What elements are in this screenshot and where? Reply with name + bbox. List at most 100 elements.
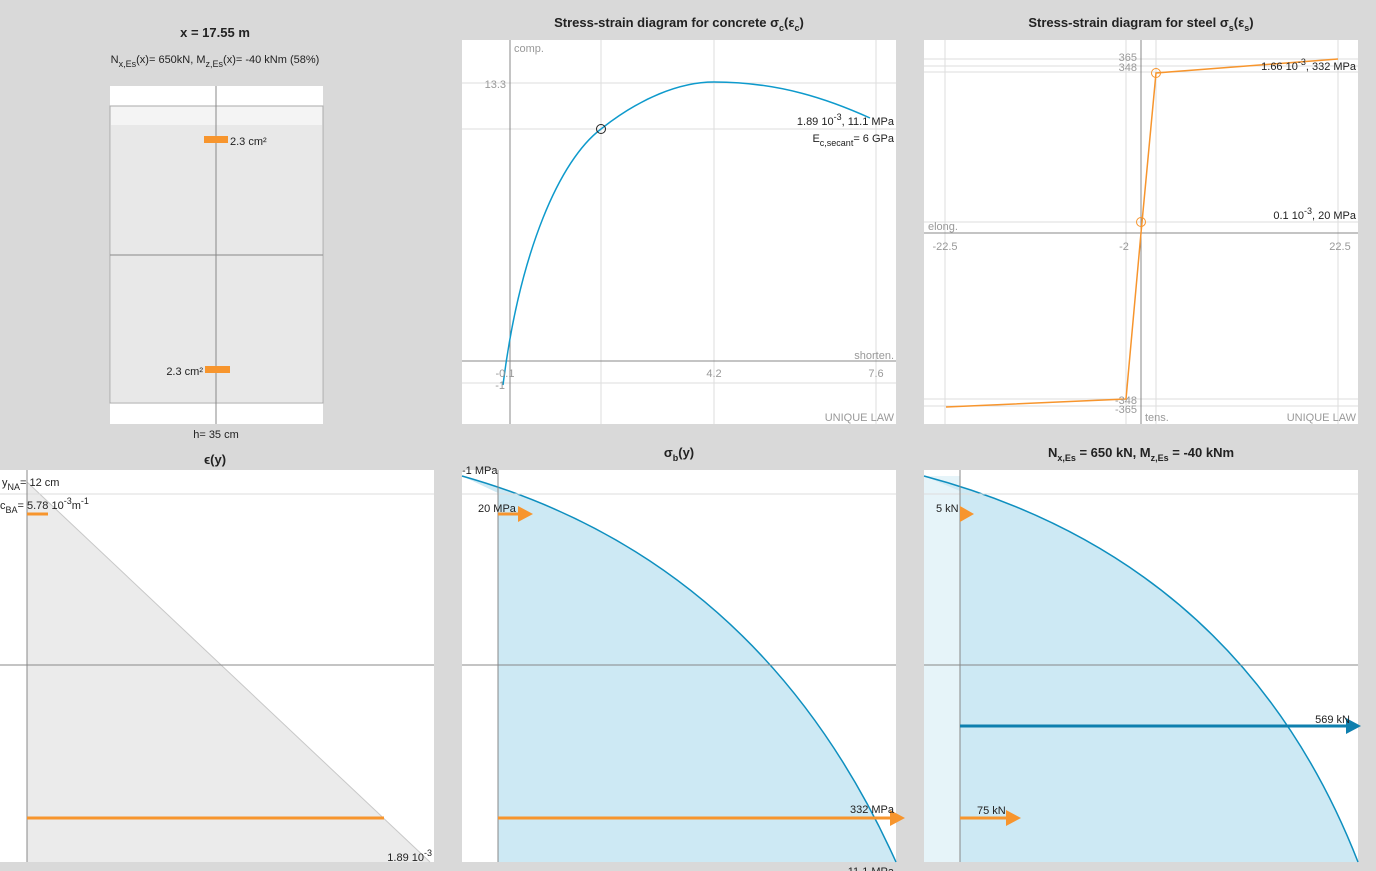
text-part: z,Es (1151, 453, 1169, 463)
law-label: UNIQUE LAW (825, 412, 895, 424)
text-part: m (72, 500, 81, 512)
text-part: (y) (678, 445, 694, 460)
text-part: b (673, 453, 679, 463)
arrow-label: 75 kN (977, 805, 1006, 817)
text-part: y (2, 477, 8, 489)
point-label: 1.89 10-3, 11.1 MPa (797, 112, 895, 128)
steel-curve (945, 58, 1339, 408)
text-part: BA (6, 505, 18, 515)
arrow-label: 5 kN (936, 503, 959, 515)
point-marker (596, 124, 606, 134)
height-label: h= 35 cm (193, 429, 239, 441)
point-label: 0.1 10-3, 20 MPa (1273, 206, 1357, 222)
text-part: -3 (64, 496, 72, 506)
text-part: , 332 MPa (1306, 61, 1357, 73)
text-part: Stress-strain diagram for steel σ (1028, 15, 1228, 30)
rebar-label: 2.3 cm² (230, 136, 267, 148)
title: Stress-strain diagram for concrete σc(εc… (554, 15, 804, 33)
rebar (205, 366, 230, 373)
text-part: NA (8, 482, 21, 492)
axis-note: comp. (514, 43, 544, 55)
text-part: = 6 GPa (853, 133, 895, 145)
axis-note: shorten. (854, 350, 894, 362)
tick-label: 22.5 (1329, 241, 1350, 253)
tick-label: 348 (1119, 62, 1137, 74)
text-part: ) (800, 15, 804, 30)
forces-label: Nx,Es(x)= 650kN, Mz,Es(x)= -40 kNm (58%) (111, 54, 320, 69)
text-part: = 12 cm (20, 477, 59, 489)
text-part: Stress-strain diagram for concrete σ (554, 15, 779, 30)
stress-area (462, 476, 896, 862)
tick-label: -348 (1115, 395, 1137, 407)
text-part: -3 (1304, 206, 1312, 216)
tick-label: 7.6 (868, 368, 883, 380)
text-part: ) (1249, 15, 1253, 30)
point-marker (1151, 68, 1161, 78)
axis-note: tens. (1145, 412, 1169, 424)
text-part: 1.66 10 (1261, 61, 1298, 73)
text-part: (x)= 650kN, M (136, 54, 205, 66)
arrow-head (890, 810, 905, 826)
tick-label: -0.1 (496, 368, 515, 380)
text-part: s (1244, 23, 1249, 33)
title: ϵ(y) (204, 452, 226, 467)
tick-label: -22.5 (932, 241, 957, 253)
strain-line (26, 481, 431, 863)
text-part: (x)= -40 kNm (58%) (223, 54, 319, 66)
text-part: , 11.1 MPa (842, 116, 895, 128)
text-part: E (812, 133, 819, 145)
stress-curve (461, 475, 897, 863)
point-label: 1.66 10-3, 332 MPa (1261, 57, 1357, 73)
arrow-label: 20 MPa (478, 503, 517, 515)
text-part: 0.1 10 (1273, 210, 1304, 222)
text-part: σ (664, 445, 673, 460)
tick-label: 13.3 (485, 79, 506, 91)
text-part: -3 (834, 112, 842, 122)
text-part: c (0, 500, 6, 512)
text-part: (ε (784, 15, 795, 30)
concrete-curve (502, 81, 871, 386)
text-part: -3 (424, 848, 432, 858)
text-part: = 650 kN, M (1076, 445, 1151, 460)
title: σb(y) (664, 445, 694, 463)
title: Nx,Es = 650 kN, Mz,Es = -40 kNm (1048, 445, 1234, 463)
arrow-head (1346, 718, 1361, 734)
curvature-label: cBA= 5.78 10-3m-1 (0, 496, 89, 515)
text-part: x,Es (119, 59, 137, 69)
stress-label: -1 MPa (462, 465, 498, 477)
text-part: = 5.78 10 (18, 500, 64, 512)
text-part: , 20 MPa (1312, 210, 1357, 222)
plot-bg (462, 40, 896, 424)
arrow-head (960, 506, 974, 522)
text-part: N (1048, 445, 1057, 460)
arrow-head (1006, 810, 1021, 826)
text-part: c (795, 23, 800, 33)
text-part: 1.89 10 (797, 116, 834, 128)
text-part: N (111, 54, 119, 66)
law-label: UNIQUE LAW (1287, 412, 1357, 424)
force-curve (923, 475, 1359, 863)
stress-label: 11.1 MPa (848, 866, 895, 871)
text-part: x,Es (1057, 453, 1076, 463)
neutral-axis-label: yNA= 12 cm (2, 477, 59, 492)
text-part: c (779, 23, 784, 33)
text-part: (ε (1234, 15, 1245, 30)
text-part: s (1229, 23, 1234, 33)
force-area (924, 476, 960, 862)
arrow-label: 569 kN (1315, 714, 1350, 726)
tick-label: -365 (1115, 404, 1137, 416)
tick-label: 365 (1119, 52, 1137, 64)
text-part: = -40 kNm (1169, 445, 1234, 460)
arrow-head (518, 506, 533, 522)
arrow-label: 332 MPa (850, 804, 895, 816)
strain-label: 1.89 10-3 (387, 848, 432, 864)
axis-note: elong. (928, 221, 958, 233)
tick-label: -2 (1119, 241, 1129, 253)
rebar-label: 2.3 cm² (166, 366, 203, 378)
text-part: 1.89 10 (387, 852, 424, 864)
title: x = 17.55 m (180, 25, 250, 40)
text-part: -3 (1298, 57, 1306, 67)
point-marker (1136, 217, 1146, 227)
tick-label: 4.2 (706, 368, 721, 380)
